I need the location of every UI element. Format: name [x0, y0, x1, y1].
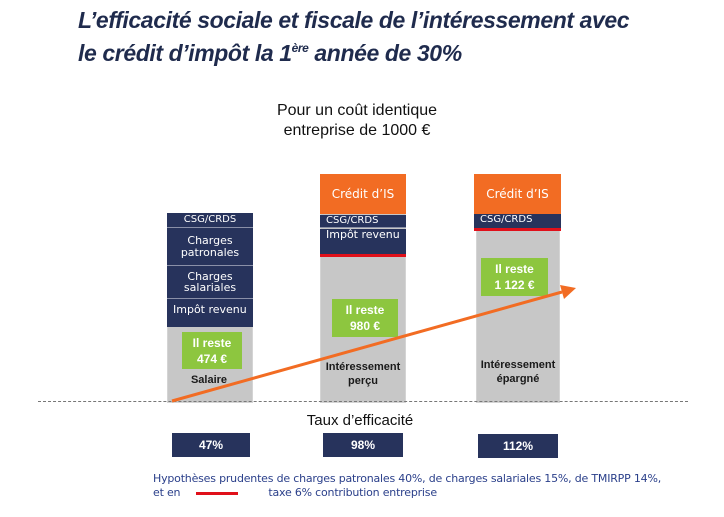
title-superscript: ère [291, 41, 309, 55]
efficiency-box-epargne: 112% [478, 434, 558, 458]
credit-label: Crédit d’IS [486, 187, 549, 201]
footnote-line-1: Hypothèses prudentes de charges patronal… [153, 472, 661, 485]
title-line-1: L’efficacité sociale et fiscale de l’int… [78, 7, 630, 33]
credit-is-epargne: Crédit d’IS [474, 174, 561, 214]
footnote-line-2: et en taxe 6% contribution entreprise [153, 486, 713, 500]
column-label-line-2: épargné [496, 373, 540, 385]
column-label-line-1: Intéressement [480, 359, 556, 371]
segment-label: Charges salariales [183, 270, 237, 294]
column-label-line-1: Intéressement [325, 361, 401, 373]
efficiency-box-salaire: 47% [172, 433, 250, 457]
segment-impot-revenu-salaire: Impôt revenu [167, 299, 253, 327]
red-legend-marker [196, 491, 239, 495]
efficiency-value: 112% [502, 439, 534, 453]
segment-label: CSG/CRDS [480, 214, 533, 225]
subtitle-line-2: entreprise de 1000 € [283, 122, 431, 139]
efficiency-value: 98% [350, 438, 376, 452]
efficiency-title: Taux d’efficacité [280, 412, 440, 429]
column-interessement-epargne [476, 213, 560, 403]
credit-label: Crédit d’IS [331, 187, 395, 201]
efficiency-box-percu: 98% [323, 433, 403, 457]
efficiency-title-text: Taux d’efficacité [306, 412, 414, 429]
page-title: L’efficacité sociale et fiscale de l’int… [78, 4, 718, 70]
remaining-box-percu: Il reste 980 € [332, 299, 398, 337]
remaining-label: Il reste [345, 303, 385, 317]
remaining-box-salaire: Il reste 474 € [182, 332, 242, 369]
column-label-percu: Intéressement perçu [318, 360, 408, 388]
credit-is-percu: Crédit d’IS [320, 174, 406, 214]
column-label-salaire: Salaire [167, 373, 251, 387]
segment-charges-salariales: Charges salariales [167, 266, 253, 299]
segment-impot-revenu-percu: Impôt revenu [320, 229, 406, 254]
segment-label: CSG/CRDS [326, 215, 379, 226]
footnote: Hypothèses prudentes de charges patronal… [153, 472, 713, 500]
segment-csg-crds-epargne: CSG/CRDS [474, 214, 561, 228]
column-label-epargne: Intéressement épargné [472, 358, 564, 386]
remaining-value: 474 € [196, 351, 228, 366]
efficiency-value: 47% [198, 438, 224, 452]
subtitle-line-1: Pour un coût identique [276, 102, 438, 119]
segment-csg-crds-percu: CSG/CRDS [320, 215, 406, 228]
chart-subtitle: Pour un coût identique entreprise de 100… [240, 101, 474, 141]
title-line-2-end: année de 30% [308, 40, 462, 66]
footnote-line-2-end: taxe 6% contribution entreprise [268, 486, 437, 499]
column-label-text: Salaire [190, 374, 228, 386]
red-marker-percu [320, 254, 406, 257]
segment-label: CSG/CRDS [183, 214, 237, 225]
segment-label: Impôt revenu [326, 229, 400, 241]
column-label-line-2: perçu [348, 375, 378, 387]
segment-label: Charges patronales [180, 233, 240, 259]
title-line-2: le crédit d’impôt la 1ère année de 30% [78, 37, 718, 70]
segment-charges-patronales: Charges patronales [167, 228, 253, 266]
trend-arrow-line [171, 290, 563, 403]
remaining-label: Il reste [192, 335, 232, 350]
red-marker-epargne [474, 228, 561, 231]
remaining-box-epargne: Il reste 1 122 € [481, 258, 548, 296]
title-line-2-start: le crédit d’impôt la 1 [78, 40, 292, 66]
footnote-line-2-start: et en [153, 486, 181, 499]
remaining-value: 980 € [349, 319, 381, 333]
trend-arrow-head [560, 285, 576, 299]
remaining-label: Il reste [495, 262, 534, 276]
segment-csg-crds-salaire: CSG/CRDS [167, 213, 253, 228]
baseline-dashed [38, 401, 688, 402]
segment-label: Impôt revenu [173, 303, 247, 316]
remaining-value: 1 122 € [494, 278, 535, 292]
